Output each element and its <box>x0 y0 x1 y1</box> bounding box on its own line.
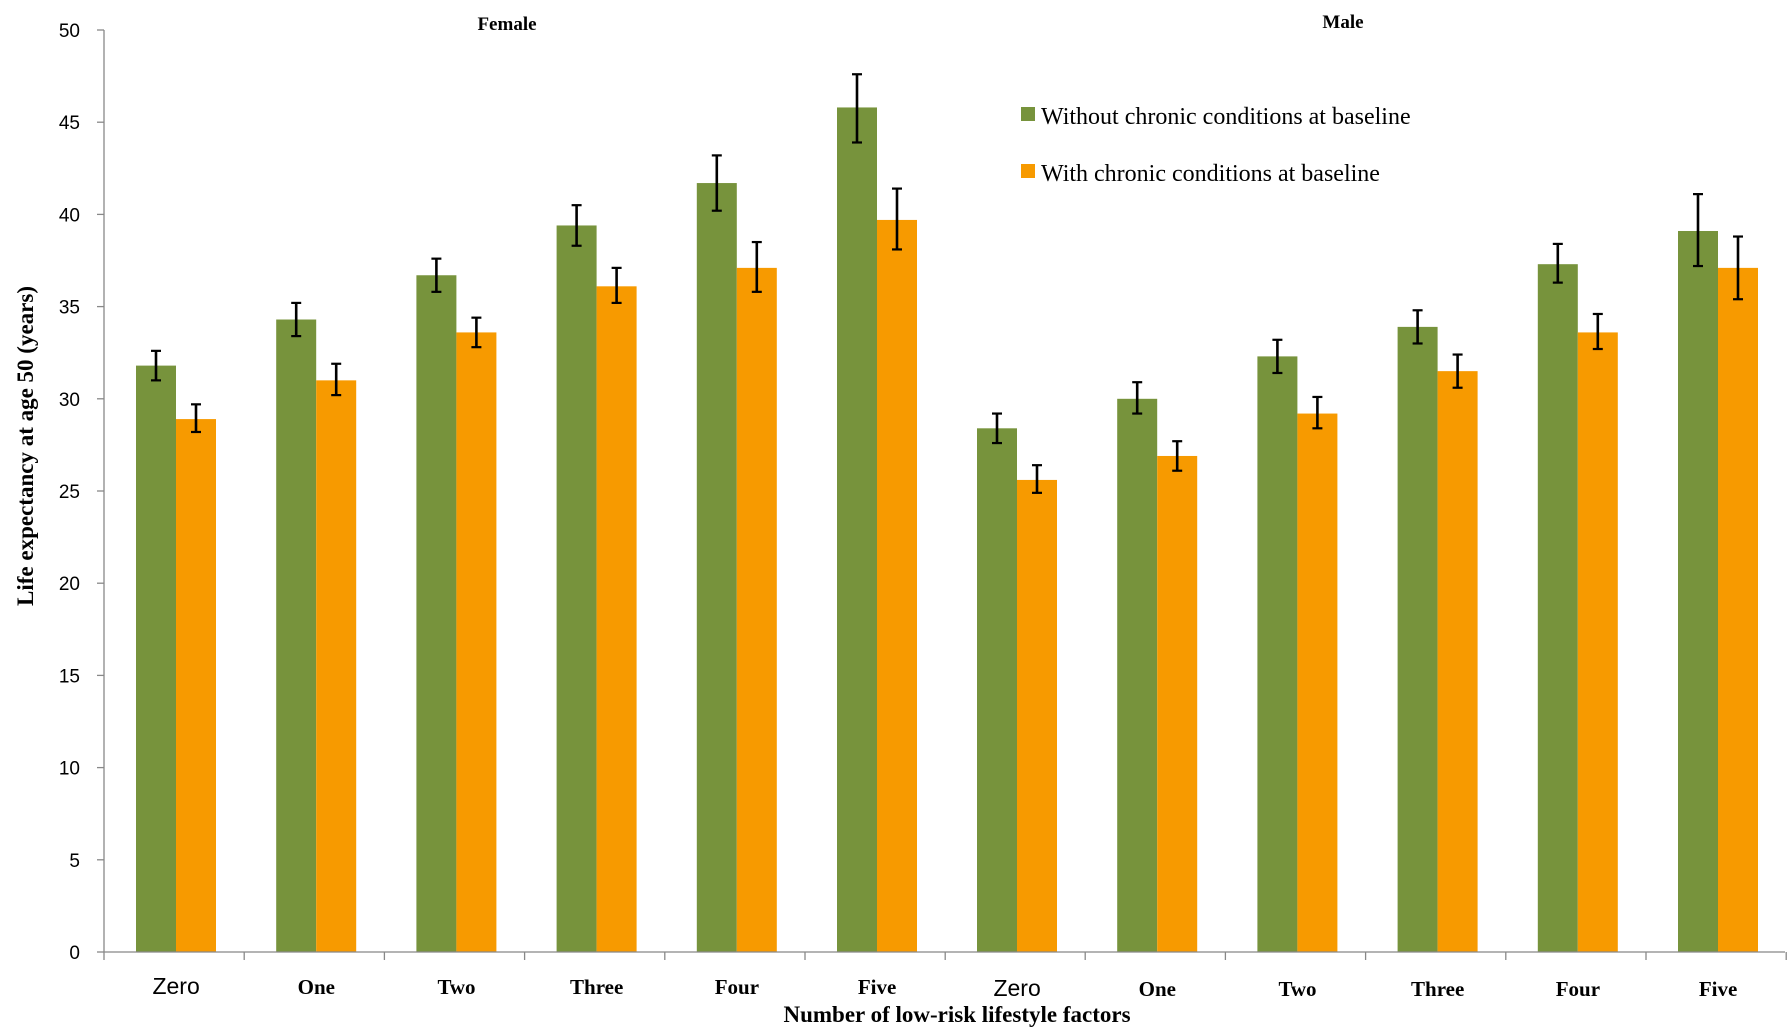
bar-male-four-with <box>1577 332 1618 952</box>
x-category-label: Five <box>858 975 896 999</box>
x-axis-categories: Zero One Two Three Four Five Zero One Two Three Fo… <box>103 952 1787 1001</box>
bars <box>136 107 1758 953</box>
y-tick-label: 45 <box>59 113 80 134</box>
bar-male-three-with <box>1437 371 1478 952</box>
bar-male-zero-with <box>1017 479 1057 952</box>
bar-female-zero-without <box>136 365 176 952</box>
bar-female-zero-with <box>176 419 216 953</box>
legend-swatch-with <box>1021 164 1035 178</box>
error-bars <box>151 73 1743 494</box>
y-tick-label: 5 <box>69 851 80 872</box>
bar-female-four-with <box>736 267 777 953</box>
bar-male-four-without <box>1537 264 1578 952</box>
x-axis-title: Number of low-risk lifestyle factors <box>783 1002 1130 1027</box>
x-category-label: Zero <box>152 973 199 999</box>
y-tick-label: 10 <box>59 759 80 780</box>
bar-female-two-without <box>416 275 457 952</box>
bar-female-four-without <box>696 183 737 952</box>
y-tick-label: 50 <box>59 21 80 42</box>
y-tick-label: 20 <box>59 574 80 595</box>
x-category-label: Two <box>437 975 475 999</box>
bar-female-three-with <box>596 286 637 952</box>
y-tick-label: 0 <box>69 943 80 964</box>
x-category-label: Four <box>1556 977 1600 1001</box>
y-tick-label: 15 <box>59 666 80 687</box>
bar-male-one-without <box>1117 398 1158 952</box>
panel-label-female: Female <box>477 14 536 35</box>
bar-male-two-with <box>1297 413 1338 952</box>
legend-label-with: With chronic conditions at baseline <box>1041 161 1380 187</box>
y-tick-label: 25 <box>59 482 80 503</box>
legend: Without chronic conditions at baseline W… <box>1021 104 1411 187</box>
bar-male-three-without <box>1397 326 1438 952</box>
y-tick-label: 40 <box>59 205 80 226</box>
y-axis-title: Life expectancy at age 50 (years) <box>13 286 38 606</box>
x-category-label: Two <box>1278 977 1316 1001</box>
y-axis-ticks: 0 5 10 15 20 25 30 35 40 45 50 <box>59 21 104 964</box>
bar-male-two-without <box>1257 356 1298 952</box>
x-category-label: Five <box>1699 977 1737 1001</box>
bar-female-three-without <box>556 225 597 953</box>
x-category-label: One <box>298 975 335 999</box>
y-tick-label: 35 <box>59 298 80 319</box>
bar-male-one-with <box>1157 455 1198 952</box>
x-category-label: Four <box>715 975 759 999</box>
x-category-label: Zero <box>993 975 1040 1001</box>
y-tick-label: 30 <box>59 390 80 411</box>
bar-female-one-without <box>276 319 317 952</box>
bar-female-five-with <box>877 219 917 952</box>
bar-male-five-with <box>1718 267 1758 953</box>
x-category-label: Three <box>570 975 623 999</box>
legend-swatch-without <box>1021 107 1035 121</box>
bar-female-two-with <box>456 332 497 952</box>
panel-label-male: Male <box>1322 12 1363 33</box>
bar-female-one-with <box>316 380 357 952</box>
bar-female-five-without <box>837 107 877 952</box>
bar-male-five-without <box>1678 230 1718 953</box>
legend-label-without: Without chronic conditions at baseline <box>1041 104 1411 130</box>
x-category-label: One <box>1139 977 1176 1001</box>
x-category-label: Three <box>1411 977 1464 1001</box>
bar-male-zero-without <box>977 428 1017 953</box>
